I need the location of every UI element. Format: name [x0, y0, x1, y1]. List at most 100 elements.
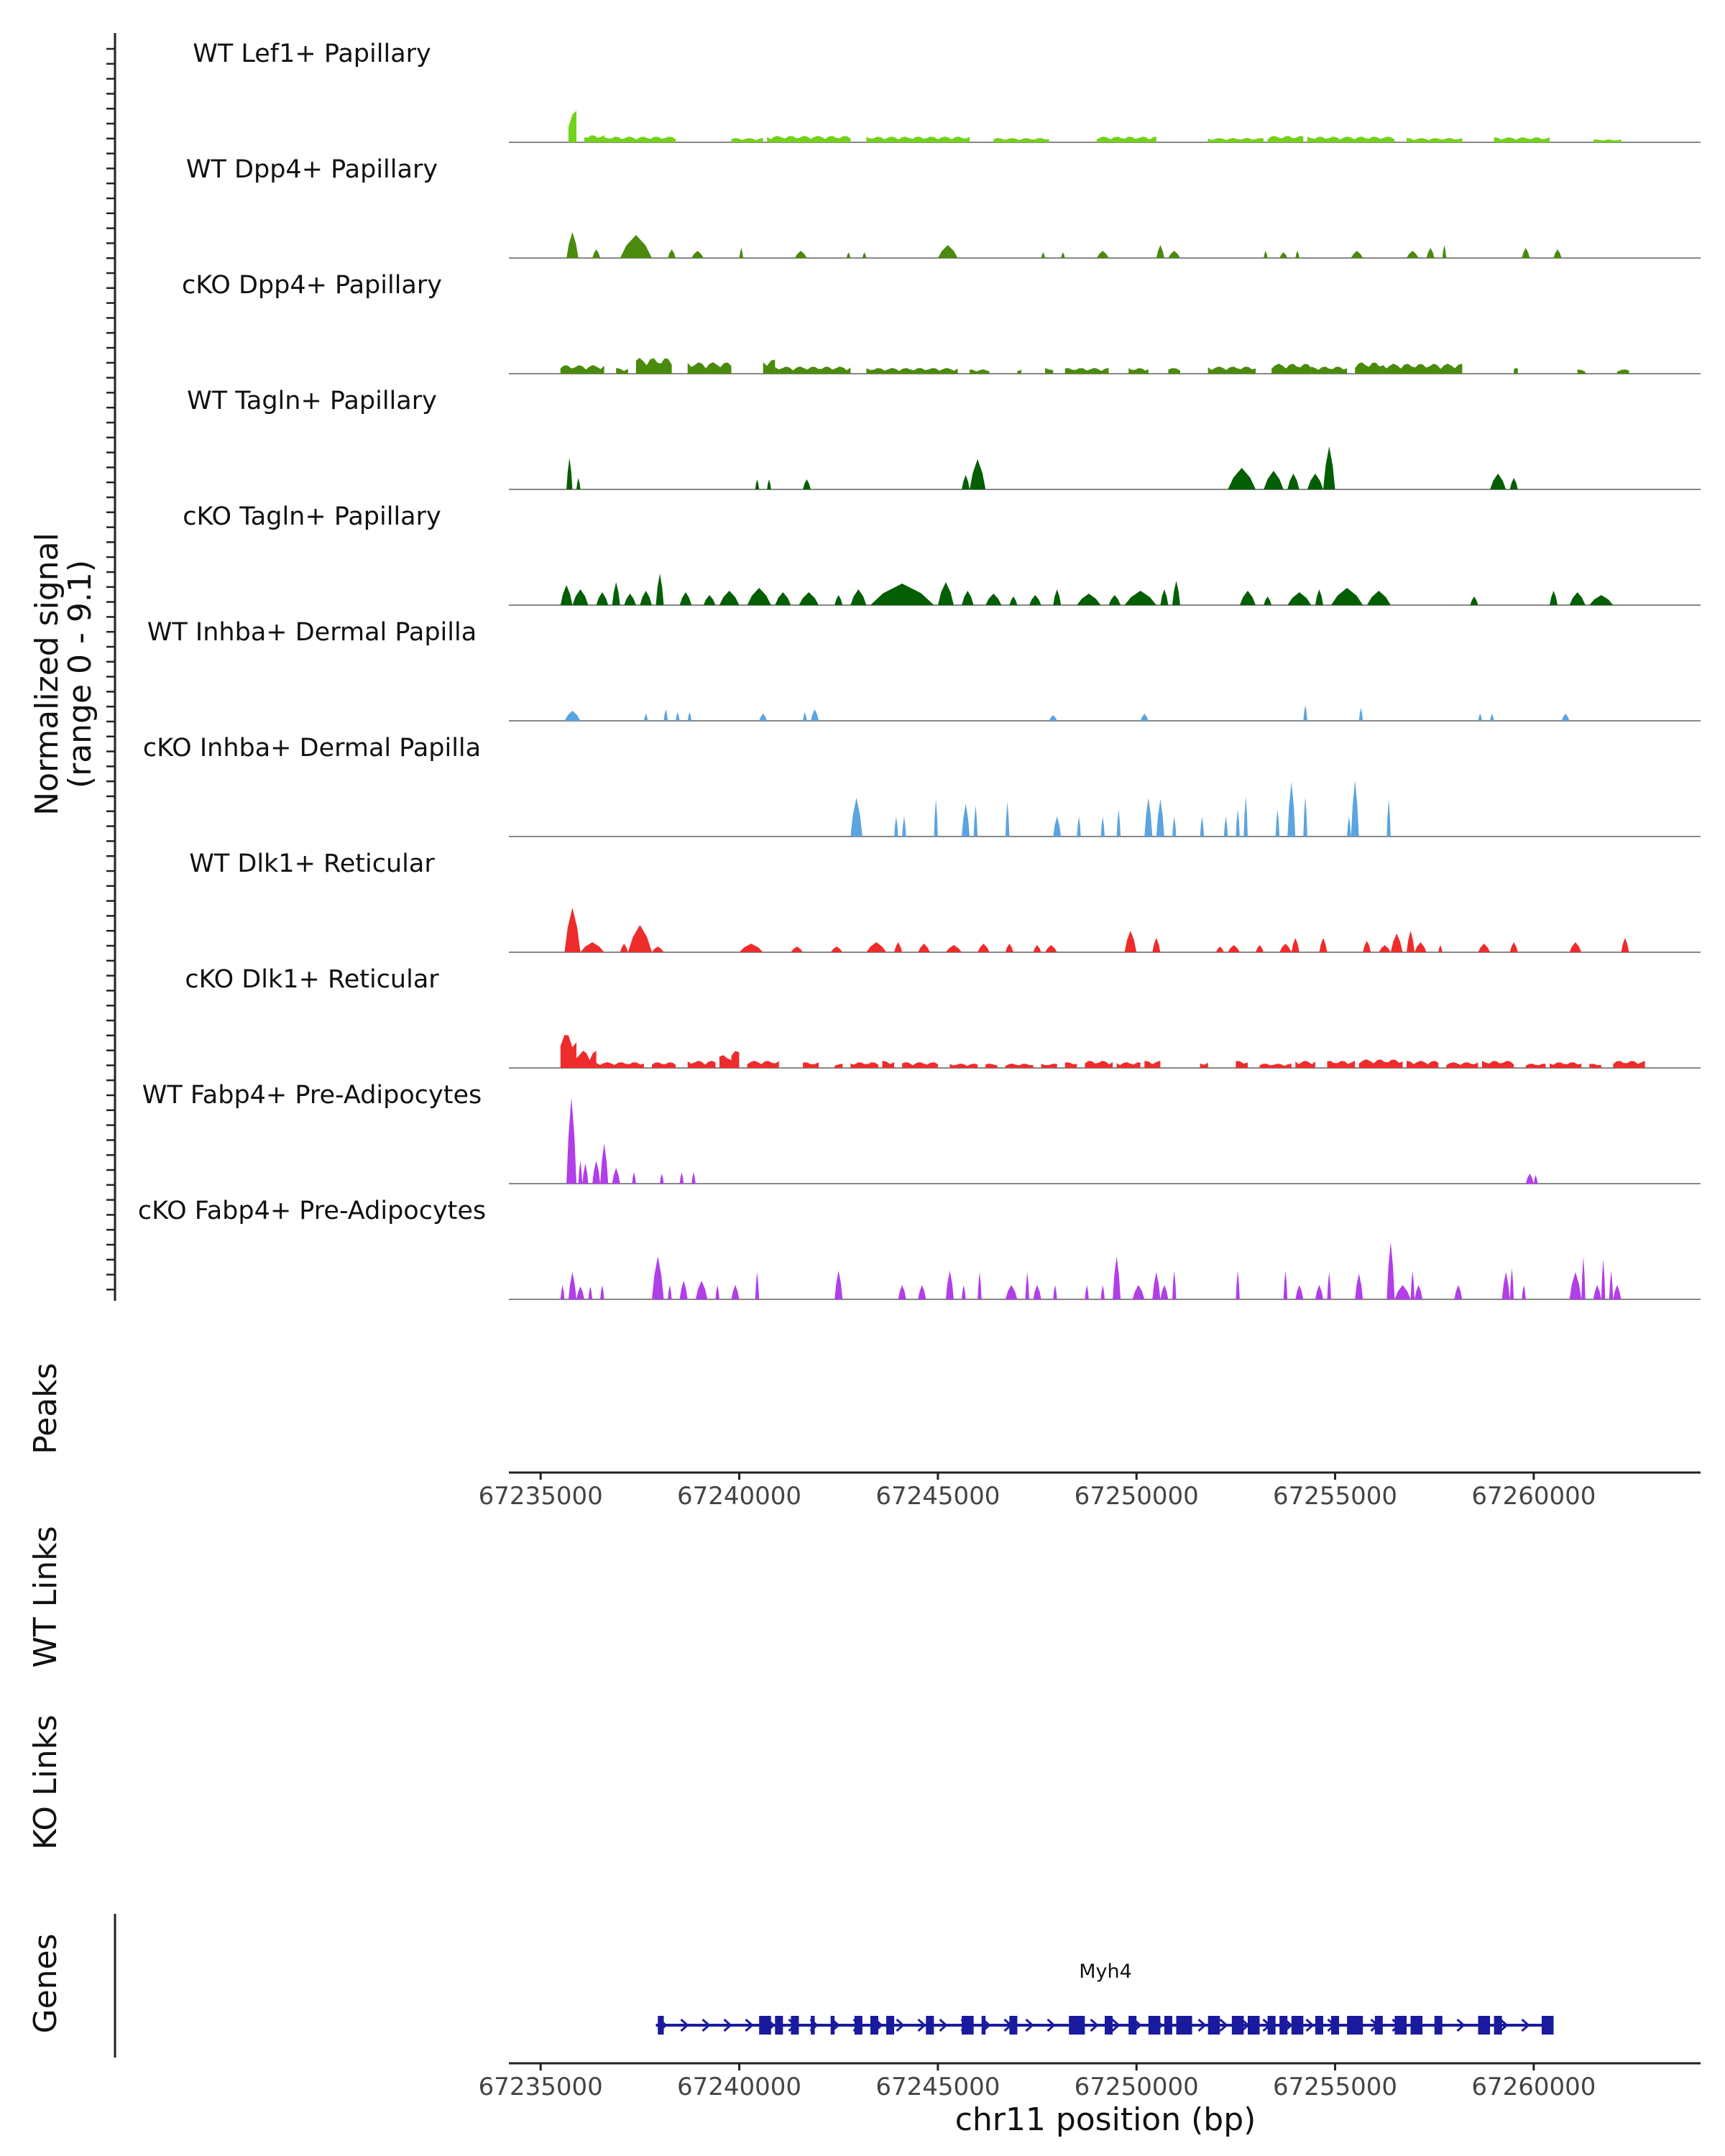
coverage-peak — [1386, 799, 1391, 837]
coverage-peak — [1172, 1271, 1177, 1299]
coverage-peak — [1064, 1062, 1077, 1068]
coverage-peak — [1264, 471, 1284, 489]
coverage-peak — [1407, 138, 1463, 142]
coverage-peak — [632, 1172, 636, 1184]
coverage-peak — [834, 1064, 843, 1068]
coverage-peak — [962, 803, 970, 837]
gene-exon — [1148, 2016, 1161, 2035]
track-wt-tagln-papillary: WT Tagln+ Papillary — [187, 387, 1701, 490]
axis-tick-label: 67240000 — [677, 2073, 801, 2101]
coverage-peak — [1414, 1285, 1423, 1299]
coverage-peak — [1243, 796, 1248, 837]
coverage-peak — [1613, 1061, 1645, 1068]
coverage-peak — [755, 479, 760, 489]
coverage-peak — [1577, 369, 1586, 374]
coverage-peak — [572, 589, 589, 605]
coverage-peak — [566, 1097, 576, 1184]
coverage-peak — [970, 459, 986, 489]
coverage-peak — [1613, 1285, 1622, 1299]
coverage-peak — [898, 1285, 906, 1299]
coverage-peak — [1152, 1272, 1161, 1299]
coverage-peak — [624, 594, 636, 605]
coverage-peak — [1053, 816, 1062, 837]
coverage-peak — [1478, 944, 1491, 952]
coverage-peak — [668, 1285, 672, 1299]
coverage-peak — [1509, 942, 1518, 952]
track-cko-dpp4-papillary: cKO Dpp4+ Papillary — [182, 271, 1701, 374]
coverage-peak — [1208, 138, 1264, 142]
coverage-peak — [1589, 595, 1614, 605]
coverage-peak — [1033, 1285, 1041, 1299]
strand-arrow — [1456, 2018, 1466, 2032]
coverage-peak — [1100, 1285, 1105, 1299]
coverage-peak — [679, 592, 692, 605]
coverage-peak — [767, 136, 851, 142]
coverage-peak — [576, 1286, 584, 1299]
coverage-peak — [1236, 1271, 1240, 1299]
coverage-peak — [596, 1062, 644, 1068]
coverage-peak — [679, 1172, 684, 1184]
axis-tick-label: 67245000 — [875, 1482, 1000, 1511]
strand-arrow — [939, 2018, 948, 2032]
coverage-peak — [1029, 595, 1041, 605]
coverage-peak — [763, 359, 776, 374]
coverage-peak — [612, 582, 620, 605]
coverage-peak — [580, 942, 604, 952]
coverage-peak — [1291, 938, 1300, 952]
coverage-peak — [1144, 1061, 1161, 1068]
coverage-peak — [949, 1064, 978, 1068]
coverage-peak — [1410, 1271, 1415, 1299]
gene-exon — [926, 2016, 934, 2035]
axis-tick-label: 67260000 — [1471, 2073, 1596, 2101]
coverage-peak — [576, 1051, 597, 1068]
ko-links-section-label: KO Links — [27, 1715, 64, 1850]
coverage-peak — [1256, 945, 1264, 952]
coverage-peak — [568, 111, 576, 142]
coverage-y-axis — [106, 33, 116, 1301]
coverage-peak — [568, 1272, 576, 1299]
coverage-peak — [588, 1286, 593, 1299]
coverage-peak — [1407, 251, 1419, 258]
gene-exon — [962, 2016, 974, 2035]
coverage-peak — [643, 714, 648, 721]
coverage-peak — [616, 368, 628, 374]
coverage-peak — [1144, 798, 1153, 837]
gene-exon — [830, 2016, 835, 2035]
wt-links-section-label: WT Links — [27, 1526, 64, 1667]
coverage-peak — [1311, 367, 1348, 374]
position-axis-top: 67235000 67240000 67245000 67250000 67255000… — [479, 1471, 1701, 1511]
coverage-peak — [1616, 369, 1629, 374]
coverage-peak — [1525, 1174, 1534, 1184]
coverage-peak — [560, 365, 604, 374]
coverage-peak — [1470, 596, 1478, 605]
coverage-peak — [1085, 1285, 1089, 1299]
coverage-peak — [620, 944, 628, 952]
coverage-peak — [640, 591, 652, 605]
track-label: WT Dpp4+ Papillary — [186, 155, 438, 184]
coverage-peak — [596, 592, 609, 605]
coverage-peak — [962, 591, 974, 605]
coverage-peak — [803, 479, 811, 489]
coverage-peak — [612, 1168, 620, 1184]
coverage-peak — [1438, 945, 1443, 952]
coverage-peak — [1382, 364, 1463, 374]
coverage-peak — [937, 245, 958, 258]
coverage-peak — [1271, 364, 1312, 374]
track-label: WT Lef1+ Papillary — [193, 40, 431, 68]
gene-exon — [1247, 2016, 1260, 2035]
coverage-peak — [1239, 591, 1256, 605]
coverage-peak — [747, 588, 771, 605]
x-axis-title: chr11 position (bp) — [955, 2101, 1256, 2138]
coverage-peak — [1287, 782, 1296, 837]
coverage-peak — [1009, 596, 1018, 605]
gene-exon — [775, 2016, 783, 2035]
coverage-peak — [1522, 248, 1530, 258]
gene-exon — [1291, 2016, 1304, 2035]
coverage-peak — [902, 816, 906, 837]
coverage-peak — [668, 249, 676, 258]
strand-arrow — [702, 2018, 711, 2032]
gene-exon — [1009, 2016, 1018, 2035]
coverage-peak — [759, 714, 768, 721]
strand-arrow — [1197, 2018, 1207, 2032]
coverage-peak — [564, 908, 581, 952]
